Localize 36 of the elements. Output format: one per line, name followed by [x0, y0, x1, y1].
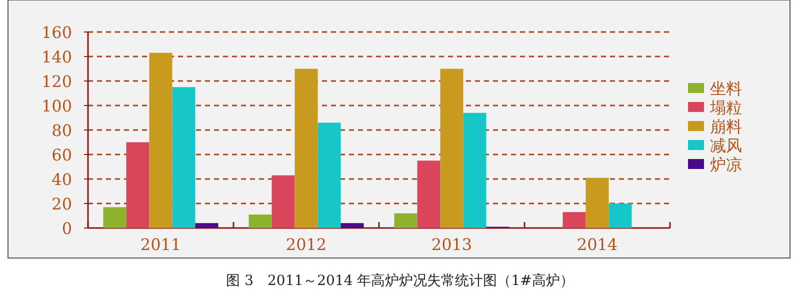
- x-tick-label: 2011: [140, 235, 182, 254]
- y-tick-label: 80: [52, 121, 72, 140]
- bar: [562, 212, 586, 228]
- bar: [248, 214, 272, 228]
- legend-label: 减风: [710, 136, 742, 155]
- x-tick-label: 2014: [576, 235, 618, 254]
- bar: [126, 142, 150, 228]
- y-tick-label: 140: [41, 48, 72, 66]
- bar: [195, 223, 218, 228]
- bar: [172, 87, 196, 228]
- bar: [272, 175, 295, 228]
- y-tick-label: 40: [52, 170, 72, 189]
- legend-label: 崩料: [710, 117, 742, 136]
- y-tick-label: 100: [41, 96, 72, 116]
- legend-label: 炉凉: [710, 155, 742, 174]
- bar: [586, 178, 609, 228]
- bar: [394, 213, 418, 228]
- bar: [440, 68, 464, 228]
- bar: [149, 52, 172, 228]
- x-tick-label: 2012: [286, 235, 327, 254]
- bar: [608, 204, 632, 228]
- bar: [463, 112, 486, 228]
- y-tick-label: 160: [41, 23, 72, 42]
- legend-label: 塌粒: [709, 98, 742, 117]
- y-tick-label: 60: [52, 146, 72, 164]
- caption: 图 3 2011～2014 年高炉炉况失常统计图（1#高炉）: [226, 273, 574, 289]
- x-tick-label: 2013: [431, 235, 472, 254]
- legend-label: 坐料: [710, 79, 742, 98]
- bar: [103, 207, 126, 228]
- y-tick-label: 120: [41, 72, 72, 91]
- bar: [318, 122, 341, 228]
- bar: [340, 223, 364, 228]
- bar: [417, 160, 440, 228]
- y-tick-label: 0: [62, 219, 72, 238]
- bar: [294, 68, 318, 228]
- y-tick-label: 20: [52, 194, 72, 214]
